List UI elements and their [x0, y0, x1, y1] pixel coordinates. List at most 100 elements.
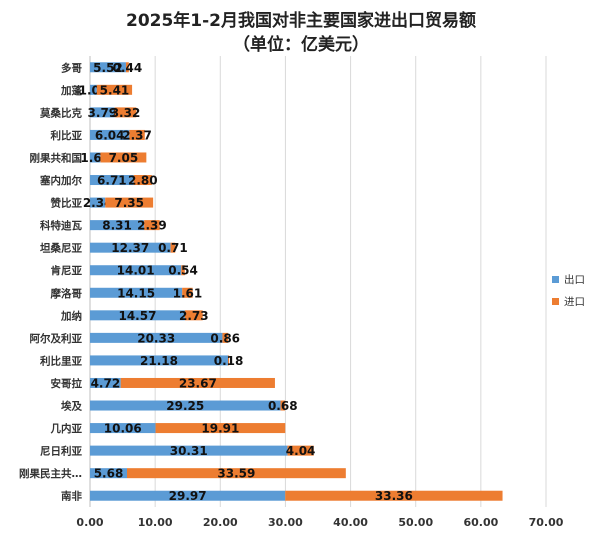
category-label: 南非: [61, 490, 82, 503]
export-bar: [90, 355, 228, 366]
import-bar: [222, 332, 229, 343]
import-bar: [125, 62, 129, 73]
import-bar: [144, 220, 160, 231]
export-bar: [90, 242, 171, 253]
export-bar: [90, 84, 97, 95]
export-bar: [90, 107, 115, 118]
import-bar: [227, 355, 230, 366]
category-label: 加纳: [60, 309, 82, 322]
category-label: 加蓬: [60, 84, 82, 97]
x-tick-label: 60.00: [463, 516, 498, 529]
import-bar: [129, 129, 145, 140]
import-data-label: 0.54: [168, 264, 198, 278]
import-data-label: 2.37: [122, 128, 152, 142]
import-data-label: 0.86: [210, 331, 240, 345]
import-bar: [287, 445, 314, 456]
chart-title: 2025年1-2月我国对非主要国家进出口贸易额: [125, 11, 477, 31]
import-data-label: 2.39: [137, 219, 167, 233]
category-label: 坦桑尼亚: [40, 242, 82, 255]
import-bar: [182, 287, 193, 298]
import-bar: [184, 310, 203, 321]
x-tick-label: 10.00: [138, 516, 173, 529]
export-data-label: 10.06: [104, 422, 142, 436]
export-data-label: 29.97: [169, 489, 207, 503]
export-bar: [90, 310, 185, 321]
import-bar: [96, 84, 133, 95]
import-data-label: 33.36: [375, 489, 413, 503]
x-tick-label: 20.00: [203, 516, 238, 529]
chart-subtitle: （单位：亿美元）: [233, 35, 369, 55]
export-data-label: 14.15: [117, 286, 155, 300]
import-bar: [280, 400, 285, 411]
x-tick-label: 50.00: [398, 516, 433, 529]
export-data-label: 20.33: [137, 331, 175, 345]
export-bar: [90, 468, 128, 479]
legend-label-import: 进口: [564, 296, 585, 308]
import-data-label: 0.18: [214, 354, 244, 368]
import-data-label: 19.91: [201, 422, 239, 436]
export-data-label: 4.72: [91, 376, 121, 390]
category-label: 尼日利亚: [40, 445, 82, 458]
category-label: 莫桑比克: [39, 106, 82, 119]
category-label: 利比亚: [51, 129, 83, 142]
category-label: 肯尼亚: [51, 264, 83, 277]
legend-swatch-import: [552, 298, 559, 305]
export-bar: [90, 175, 134, 186]
category-label: 塞内加尔: [39, 174, 82, 187]
export-bar: [90, 400, 281, 411]
export-data-label: 14.01: [117, 264, 155, 278]
import-data-label: 1.61: [173, 286, 203, 300]
import-data-label: 5.41: [100, 83, 130, 97]
export-bar: [90, 265, 182, 276]
import-data-label: 2.73: [179, 309, 209, 323]
category-label: 多哥: [61, 61, 82, 74]
import-data-label: 3.32: [111, 106, 141, 120]
category-label: 几内亚: [51, 422, 83, 435]
export-data-label: 5.68: [94, 467, 124, 481]
export-data-label: 2.34: [83, 196, 113, 210]
x-tick-label: 70.00: [529, 516, 564, 529]
export-bar: [90, 129, 130, 140]
export-bar: [90, 445, 288, 456]
export-bar: [90, 332, 223, 343]
import-bar: [181, 265, 185, 276]
export-data-label: 6.04: [95, 128, 125, 142]
export-data-label: 5.52: [93, 61, 123, 75]
category-label: 安哥拉: [51, 377, 83, 390]
export-bar: [90, 152, 101, 163]
import-data-label: 0.68: [268, 399, 298, 413]
export-bar: [90, 287, 183, 298]
import-data-label: 0.44: [113, 61, 143, 75]
export-data-label: 14.57: [118, 309, 156, 323]
export-data-label: 21.18: [140, 354, 178, 368]
category-label: 阿尔及利亚: [30, 332, 83, 345]
category-label: 科特迪瓦: [40, 219, 82, 232]
import-bar: [155, 423, 286, 434]
category-label: 刚果共和国: [30, 151, 83, 164]
category-label: 利比里亚: [40, 354, 82, 367]
import-bar: [120, 377, 275, 388]
category-label: 赞比亚: [50, 197, 83, 210]
category-label: 摩洛哥: [51, 287, 83, 300]
import-bar: [170, 242, 176, 253]
import-data-label: 7.05: [109, 151, 139, 165]
import-bar: [285, 490, 503, 501]
export-bar: [90, 423, 156, 434]
import-data-label: 2.80: [128, 174, 158, 188]
export-bar: [90, 62, 126, 73]
import-bar: [105, 197, 154, 208]
category-label: 埃及: [61, 400, 82, 413]
export-data-label: 12.37: [111, 241, 149, 255]
import-data-label: 33.59: [217, 467, 255, 481]
export-data-label: 6.71: [97, 174, 127, 188]
export-bar: [90, 490, 286, 501]
legend-swatch-export: [552, 276, 559, 283]
import-data-label: 7.35: [114, 196, 144, 210]
import-data-label: 23.67: [179, 376, 217, 390]
x-tick-label: 0.00: [76, 516, 103, 529]
x-tick-label: 30.00: [268, 516, 303, 529]
legend-label-export: 出口: [564, 273, 585, 286]
import-bar: [100, 152, 147, 163]
export-data-label: 30.31: [170, 444, 208, 458]
